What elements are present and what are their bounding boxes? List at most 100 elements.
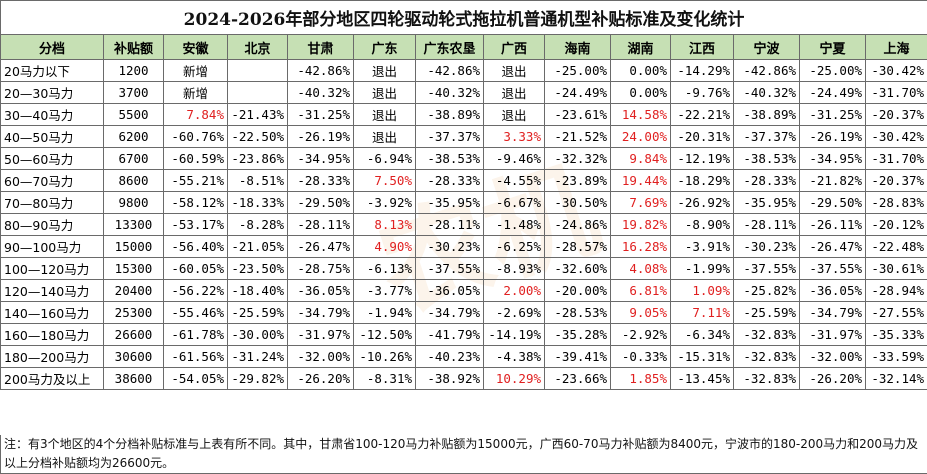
change-cell: -38.92%	[415, 367, 484, 390]
change-cell: -32.32%	[544, 147, 611, 170]
subsidy-amount: 25300	[103, 301, 164, 324]
change-cell: -25.00%	[799, 59, 866, 82]
change-cell: -28.11%	[415, 213, 484, 236]
change-cell: -21.52%	[544, 125, 611, 148]
row-label: 60—70马力	[0, 169, 104, 192]
change-cell: 4.08%	[610, 257, 671, 280]
change-cell: 10.29%	[483, 367, 545, 390]
change-cell: -29.50%	[799, 191, 866, 214]
table-row: 160—180马力 26600 -61.78% -30.00% -31.97% -12.5…	[0, 323, 927, 346]
row-label: 90—100马力	[0, 235, 104, 258]
change-cell: -4.55%	[483, 169, 545, 192]
change-cell: -22.50%	[227, 125, 288, 148]
table-row: 20—30马力 3700 新增 -40.32% 退出 -40.32% 退出 -24.49% 0.…	[0, 81, 927, 104]
change-cell: 9.05%	[610, 301, 671, 324]
change-cell: -8.28%	[227, 213, 288, 236]
change-cell: -40.23%	[415, 345, 484, 368]
change-cell: -30.23%	[415, 235, 484, 258]
change-cell: -36.05%	[287, 279, 354, 302]
subsidy-table: 2024-2026年部分地区四轮驱动轮式拖拉机普通机型补贴标准及变化统计 分档补…	[0, 0, 927, 390]
table-row: 20马力以下 1200 新增 -42.86% 退出 -42.86% 退出 -25.00% 0.0…	[0, 59, 927, 82]
change-cell: -30.42%	[864, 59, 927, 82]
change-cell: -31.25%	[799, 103, 866, 126]
change-cell: 退出	[483, 59, 545, 82]
change-cell: -20.37%	[864, 103, 927, 126]
change-cell: -6.13%	[353, 257, 416, 280]
row-label: 20马力以下	[0, 59, 104, 82]
change-cell: -26.47%	[799, 235, 866, 258]
change-cell: -37.55%	[799, 257, 866, 280]
change-cell: -20.12%	[864, 213, 927, 236]
subsidy-amount: 6700	[103, 147, 164, 170]
change-cell: -38.53%	[733, 147, 800, 170]
change-cell: -42.86%	[415, 59, 484, 82]
change-cell: 退出	[353, 81, 416, 104]
change-cell: -23.61%	[544, 103, 611, 126]
change-cell: -61.78%	[163, 323, 228, 346]
change-cell: -35.95%	[733, 191, 800, 214]
subsidy-amount: 9800	[103, 191, 164, 214]
change-cell: -28.94%	[864, 279, 927, 302]
change-cell: -28.53%	[544, 301, 611, 324]
change-cell: 8.13%	[353, 213, 416, 236]
change-cell: -31.24%	[227, 345, 288, 368]
change-cell: -26.47%	[287, 235, 354, 258]
change-cell: -28.33%	[733, 169, 800, 192]
change-cell: -61.56%	[163, 345, 228, 368]
subsidy-amount: 15300	[103, 257, 164, 280]
change-cell: -60.59%	[163, 147, 228, 170]
change-cell: 0.00%	[610, 81, 671, 104]
change-cell: -41.79%	[415, 323, 484, 346]
change-cell: 新增	[163, 59, 228, 82]
change-cell: -28.33%	[287, 169, 354, 192]
change-cell: -9.76%	[670, 81, 734, 104]
column-header: 广东	[353, 34, 416, 60]
change-cell: -31.70%	[864, 147, 927, 170]
row-label: 50—60马力	[0, 147, 104, 170]
change-cell: -60.76%	[163, 125, 228, 148]
change-cell: -8.90%	[670, 213, 734, 236]
change-cell: -31.70%	[864, 81, 927, 104]
change-cell: -22.48%	[864, 235, 927, 258]
column-header: 安徽	[163, 34, 228, 60]
change-cell: -8.93%	[483, 257, 545, 280]
change-cell: -40.32%	[733, 81, 800, 104]
change-cell: 19.82%	[610, 213, 671, 236]
change-cell: -28.75%	[287, 257, 354, 280]
change-cell: -14.19%	[483, 323, 545, 346]
column-header: 江西	[670, 34, 734, 60]
change-cell: -40.32%	[415, 81, 484, 104]
change-cell: 退出	[353, 103, 416, 126]
change-cell: -56.22%	[163, 279, 228, 302]
change-cell: -40.32%	[287, 81, 354, 104]
subsidy-amount: 15000	[103, 235, 164, 258]
change-cell: 14.58%	[610, 103, 671, 126]
table-row: 100—120马力 15300 -60.05% -23.50% -28.75% -6.13…	[0, 257, 927, 280]
change-cell: -25.82%	[733, 279, 800, 302]
change-cell: -6.67%	[483, 191, 545, 214]
subsidy-amount: 8600	[103, 169, 164, 192]
change-cell: -42.86%	[287, 59, 354, 82]
change-cell: 7.84%	[163, 103, 228, 126]
change-cell: -2.69%	[483, 301, 545, 324]
change-cell: 退出	[353, 125, 416, 148]
change-cell: -1.94%	[353, 301, 416, 324]
change-cell: -56.40%	[163, 235, 228, 258]
change-cell: -30.50%	[544, 191, 611, 214]
column-header: 甘肃	[287, 34, 354, 60]
change-cell: -28.83%	[864, 191, 927, 214]
change-cell: -60.05%	[163, 257, 228, 280]
change-cell: -18.33%	[227, 191, 288, 214]
page-title: 2024-2026年部分地区四轮驱动轮式拖拉机普通机型补贴标准及变化统计	[0, 0, 927, 35]
change-cell: -54.05%	[163, 367, 228, 390]
change-cell: -28.11%	[287, 213, 354, 236]
table-row: 120—140马力 20400 -56.22% -18.40% -36.05% -3.77…	[0, 279, 927, 302]
change-cell: -2.92%	[610, 323, 671, 346]
table-row: 70—80马力 9800 -58.12% -18.33% -29.50% -3.92% -3…	[0, 191, 927, 214]
change-cell: -39.41%	[544, 345, 611, 368]
change-cell: -32.83%	[733, 345, 800, 368]
change-cell: 7.69%	[610, 191, 671, 214]
change-cell: -10.26%	[353, 345, 416, 368]
row-label: 120—140马力	[0, 279, 104, 302]
change-cell: -37.37%	[415, 125, 484, 148]
